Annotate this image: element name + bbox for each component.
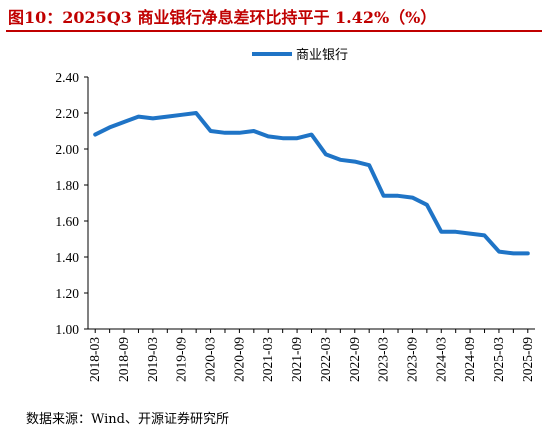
y-tick-label: 2.20 — [55, 106, 79, 121]
data-point — [138, 116, 139, 118]
data-point — [152, 117, 154, 119]
data-point — [166, 116, 168, 118]
y-tick-label: 2.40 — [55, 70, 79, 85]
data-point — [238, 132, 240, 134]
data-point — [512, 252, 514, 254]
data-point — [109, 126, 111, 128]
data-point — [455, 231, 457, 233]
data-point — [94, 134, 96, 136]
y-tick-label: 1.60 — [55, 214, 79, 229]
data-point — [498, 251, 500, 253]
x-tick-label: 2018-03 — [87, 337, 102, 382]
y-tick-label: 1.20 — [55, 286, 79, 301]
data-point — [210, 130, 212, 132]
data-point — [123, 121, 125, 123]
data-point — [411, 197, 413, 199]
x-tick-label: 2021-09 — [289, 337, 304, 382]
x-tick-label: 2019-09 — [174, 337, 189, 382]
x-tick-label: 2021-03 — [260, 337, 275, 382]
data-point — [368, 164, 370, 166]
data-point — [296, 137, 298, 139]
data-point — [282, 137, 284, 139]
data-point — [325, 153, 327, 155]
legend-label: 商业银行 — [296, 48, 348, 63]
x-tick-label: 2024-03 — [433, 337, 448, 382]
data-point — [181, 114, 183, 116]
source-note: 数据来源：Wind、开源证券研究所 — [26, 412, 229, 427]
data-point — [253, 130, 255, 132]
title-underline — [6, 30, 542, 32]
y-tick-label: 2.00 — [55, 142, 79, 157]
x-tick-label: 2025-03 — [491, 337, 506, 382]
data-point — [383, 195, 385, 197]
y-tick-label: 1.40 — [55, 250, 79, 265]
data-point — [426, 204, 428, 206]
data-point — [527, 252, 529, 254]
data-point — [484, 234, 485, 236]
series-line-商业银行 — [93, 111, 530, 256]
x-tick-label: 2020-09 — [231, 337, 246, 382]
x-tick-label: 2023-03 — [376, 337, 391, 382]
data-point — [267, 135, 269, 137]
x-tick-label: 2024-09 — [462, 337, 477, 382]
x-tick-label: 2020-03 — [203, 337, 218, 382]
x-tick-label: 2019-03 — [145, 337, 160, 382]
x-tick-label: 2025-09 — [520, 337, 535, 382]
y-tick-label: 1.00 — [55, 322, 79, 337]
data-point — [224, 132, 226, 134]
data-point — [354, 161, 356, 163]
x-tick-label: 2023-09 — [404, 337, 419, 382]
data-point — [440, 231, 442, 233]
data-point — [397, 195, 399, 197]
y-tick-label: 1.80 — [55, 178, 79, 193]
data-point — [339, 159, 341, 161]
x-tick-label: 2022-09 — [347, 337, 362, 382]
x-tick-label: 2022-03 — [318, 337, 333, 382]
chart-title: 图10：2025Q3 商业银行净息差环比持平于 1.42%（%） — [8, 8, 437, 27]
data-point — [195, 112, 197, 114]
data-point — [469, 233, 471, 235]
data-point — [311, 134, 312, 136]
x-tick-label: 2018-09 — [116, 337, 131, 382]
